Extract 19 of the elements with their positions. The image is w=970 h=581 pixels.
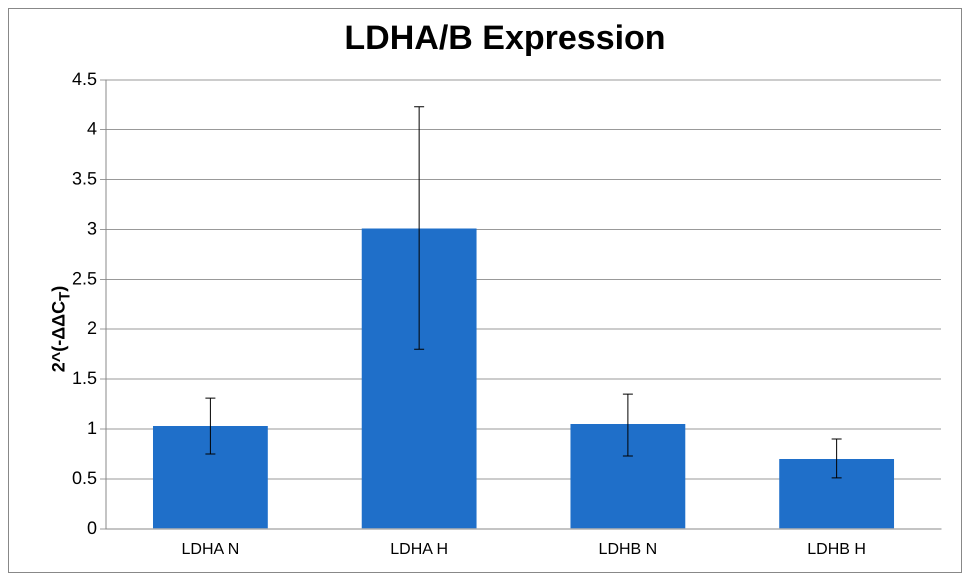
- y-tick-label: 3: [87, 218, 98, 238]
- y-tick-label: 2.5: [72, 268, 98, 288]
- y-tick-label: 0: [87, 518, 98, 538]
- x-tick-label: LDHB H: [807, 540, 866, 558]
- y-tick-label: 4.5: [72, 68, 98, 89]
- y-tick-label: 3.5: [72, 168, 98, 189]
- x-tick-label: LDHB N: [598, 540, 658, 558]
- bar: [779, 458, 894, 528]
- bar: [362, 228, 477, 528]
- y-tick-label: 1: [87, 418, 98, 438]
- bar: [152, 426, 268, 528]
- bar: [570, 424, 686, 528]
- y-tick-label: 2: [87, 318, 98, 338]
- y-tick-label: 1.5: [72, 368, 98, 388]
- x-tick-label: LDHA H: [390, 540, 448, 558]
- y-tick-label: 0.5: [72, 468, 98, 488]
- y-tick-label: 4: [87, 118, 98, 139]
- chart-title: LDHA/B Expression: [344, 18, 666, 57]
- x-tick-label: LDHA N: [181, 540, 240, 558]
